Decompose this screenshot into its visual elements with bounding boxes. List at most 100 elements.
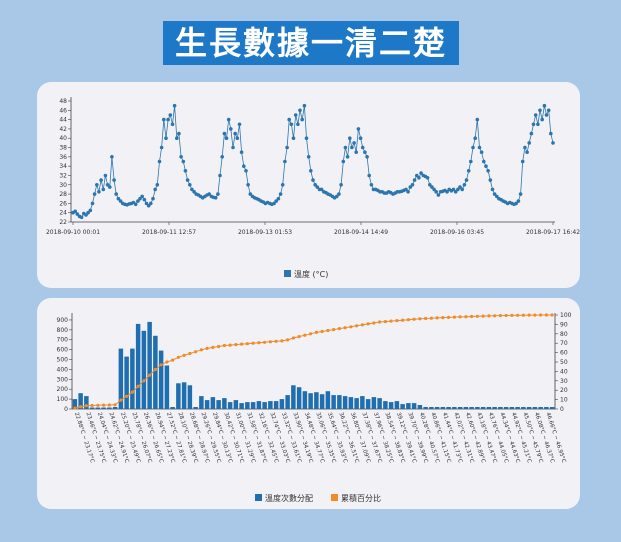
y-tick-label: 48 xyxy=(59,98,67,105)
temperature-point xyxy=(525,150,529,154)
histogram-bar xyxy=(440,407,446,409)
x-tick-label: 2018-09-13 01:53 xyxy=(238,229,292,236)
left-tick-label: 200 xyxy=(57,386,69,393)
cumulative-point xyxy=(228,343,232,347)
temperature-point xyxy=(278,192,283,196)
temperature-point xyxy=(544,113,549,117)
cumulative-point xyxy=(441,316,445,320)
cumulative-line xyxy=(74,314,553,409)
histogram-bar xyxy=(141,330,147,409)
histogram-bar xyxy=(549,407,555,409)
cumulative-point xyxy=(297,335,301,339)
temperature-point xyxy=(97,190,101,194)
histogram-bar xyxy=(463,407,469,409)
temperature-point xyxy=(192,190,196,194)
cumulative-point xyxy=(332,328,336,332)
temperature-point xyxy=(551,141,555,145)
left-tick-label: 600 xyxy=(57,347,69,354)
histogram-bar xyxy=(296,387,302,409)
cumulative-point xyxy=(516,313,520,317)
temperature-point xyxy=(92,192,97,196)
temperature-point xyxy=(153,187,157,192)
cumulative-point xyxy=(182,353,186,357)
left-tick-label: 900 xyxy=(57,317,69,324)
temperature-point xyxy=(155,183,160,187)
cumulative-point xyxy=(245,342,249,346)
temperature-point xyxy=(144,201,149,206)
temperature-point xyxy=(164,136,168,140)
cumulative-point xyxy=(360,323,364,327)
temperature-point xyxy=(311,178,315,182)
cumulative-point xyxy=(107,403,111,407)
right-tick-label: 40 xyxy=(560,368,568,375)
temperature-point xyxy=(170,122,175,127)
histogram-bar xyxy=(239,403,244,409)
histogram-bar xyxy=(365,399,371,409)
histogram-bar xyxy=(423,407,428,409)
y-tick-label: 40 xyxy=(59,135,67,142)
temperature-point xyxy=(157,159,162,164)
temperature-point xyxy=(79,215,84,220)
histogram-bar xyxy=(273,401,279,409)
histogram-bar xyxy=(434,407,440,409)
histogram-bar xyxy=(158,350,164,409)
cumulative-point xyxy=(217,344,221,349)
y-tick-label: 30 xyxy=(59,182,67,189)
cumulative-point xyxy=(136,384,140,388)
histogram-bar xyxy=(509,407,515,409)
temperature-point xyxy=(430,185,434,189)
cumulative-point xyxy=(493,314,497,318)
temperature-point xyxy=(477,145,482,150)
histogram-bar xyxy=(377,398,382,409)
histogram-bar xyxy=(153,335,158,409)
cumulative-point xyxy=(251,341,255,345)
temperature-point xyxy=(272,201,276,206)
histogram-bar xyxy=(291,385,296,409)
temperature-point xyxy=(293,113,298,117)
cumulative-point xyxy=(378,320,382,324)
temperature-point xyxy=(298,108,302,113)
temperature-point xyxy=(488,178,493,182)
cumulative-point xyxy=(119,398,123,402)
temperature-point xyxy=(456,187,460,192)
histogram-bar xyxy=(319,394,325,409)
cumulative-point xyxy=(171,358,175,362)
temperature-point xyxy=(146,203,151,208)
temperature-point xyxy=(492,192,497,196)
histogram-bar xyxy=(124,356,129,409)
temperature-point xyxy=(536,122,540,127)
temperature-point xyxy=(188,183,192,187)
cumulative-point xyxy=(96,403,100,407)
histogram-bar xyxy=(164,365,170,409)
temperature-point xyxy=(358,136,363,140)
histogram-bar xyxy=(503,407,509,409)
cumulative-point xyxy=(389,319,393,323)
temperature-point xyxy=(352,141,356,145)
histogram-bar xyxy=(371,397,377,409)
temperature-point xyxy=(410,183,415,187)
cumulative-point xyxy=(458,315,462,319)
cumulative-point xyxy=(309,332,313,336)
histogram-bar xyxy=(268,401,273,409)
y-tick-label: 42 xyxy=(59,126,67,133)
histogram-bar xyxy=(469,407,474,409)
x-tick-label: 2018-09-10 00:01 xyxy=(46,229,100,236)
temperature-point xyxy=(235,136,240,140)
cumulative-point xyxy=(464,315,468,319)
temperature-point xyxy=(226,117,231,122)
temperature-point xyxy=(436,193,441,197)
histogram-bar xyxy=(147,321,152,409)
temperature-point xyxy=(90,201,95,206)
temperature-point xyxy=(162,117,166,122)
histogram-bar xyxy=(95,407,101,409)
temperature-point xyxy=(360,145,365,150)
temperature-point xyxy=(114,192,118,196)
temperature-point xyxy=(181,159,186,164)
histogram-bar xyxy=(285,395,290,409)
histogram-bar xyxy=(383,401,388,409)
temperature-point xyxy=(473,136,478,140)
left-tick-label: 500 xyxy=(57,357,69,364)
temperature-point xyxy=(546,108,551,113)
cumulative-point xyxy=(113,403,117,407)
temperature-point xyxy=(306,155,311,159)
